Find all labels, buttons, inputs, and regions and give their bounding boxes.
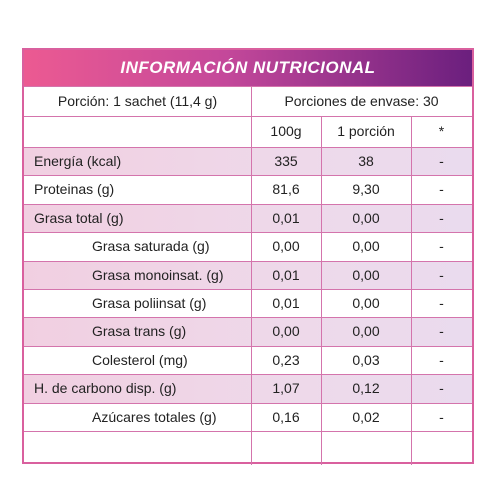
row-value: 38	[358, 153, 374, 169]
row-label: Grasa poliinsat (g)	[92, 295, 207, 311]
row-label: Proteinas (g)	[34, 181, 115, 198]
portion-size: Porción: 1 sachet (11,4 g)	[57, 93, 218, 109]
row-value: -	[439, 351, 444, 368]
nutrition-table: INFORMACIÓN NUTRICIONAL Porción: 1 sache…	[22, 48, 474, 465]
row-value: 0,00	[272, 323, 300, 340]
divider	[24, 203, 472, 205]
row-shade	[24, 147, 472, 176]
divider	[24, 116, 472, 117]
table-title: INFORMACIÓN NUTRICIONAL	[24, 50, 472, 86]
row-value: 0,00	[352, 238, 380, 255]
row-shade	[24, 317, 472, 346]
row-shade	[24, 260, 472, 289]
row-value: 0,12	[352, 380, 380, 397]
row-value: 9,30	[352, 181, 380, 198]
divider	[24, 345, 472, 347]
row-value: 0,00	[272, 238, 300, 255]
row-value: 0,02	[352, 408, 380, 425]
row-label: Grasa monoinsat. (g)	[92, 266, 224, 283]
divider	[24, 175, 472, 177]
row-value: 0,01	[272, 209, 300, 226]
divider	[251, 86, 252, 465]
row-value: -	[439, 380, 444, 397]
column-header: *	[438, 123, 445, 139]
servings-per-container: Porciones de envase: 30	[284, 93, 439, 109]
divider	[24, 232, 472, 234]
row-value: 0,00	[352, 209, 380, 226]
row-value: -	[439, 153, 444, 169]
divider	[24, 147, 472, 148]
row-label: Energía (kcal)	[34, 153, 122, 169]
row-value: -	[439, 181, 444, 198]
row-value: 0,03	[352, 351, 380, 368]
row-value: 0,23	[272, 351, 300, 368]
row-value: 0,00	[352, 295, 380, 311]
row-label: Grasa trans (g)	[92, 323, 187, 340]
row-value: 0,01	[272, 295, 300, 311]
divider	[24, 260, 472, 262]
divider	[411, 116, 412, 465]
divider	[24, 289, 472, 290]
row-value: -	[439, 408, 444, 425]
row-value: -	[439, 209, 444, 226]
row-value: 1,07	[272, 380, 300, 397]
divider	[24, 374, 472, 376]
row-label: Colesterol (mg)	[92, 351, 188, 368]
divider	[24, 317, 472, 319]
row-value: -	[439, 238, 444, 255]
row-shade	[24, 203, 472, 233]
row-value: -	[439, 266, 444, 283]
row-value: 0,01	[272, 266, 300, 283]
divider	[24, 431, 472, 432]
row-value: -	[439, 323, 444, 340]
row-label: H. de carbono disp. (g)	[34, 380, 177, 397]
column-header: 1 porción	[337, 123, 395, 139]
row-value: 0,16	[272, 408, 300, 425]
row-value: 0,00	[352, 266, 380, 283]
divider	[24, 402, 472, 404]
row-shade	[24, 374, 472, 403]
row-label: Grasa saturada (g)	[92, 238, 210, 255]
row-value: 0,00	[352, 323, 380, 340]
row-label: Azúcares totales (g)	[92, 408, 217, 425]
row-value: 81,6	[272, 181, 300, 198]
row-value: -	[439, 295, 444, 311]
row-value: 335	[274, 153, 298, 169]
divider	[24, 86, 472, 87]
divider	[321, 116, 322, 465]
column-header: 100g	[270, 123, 302, 139]
row-label: Grasa total (g)	[34, 209, 124, 226]
